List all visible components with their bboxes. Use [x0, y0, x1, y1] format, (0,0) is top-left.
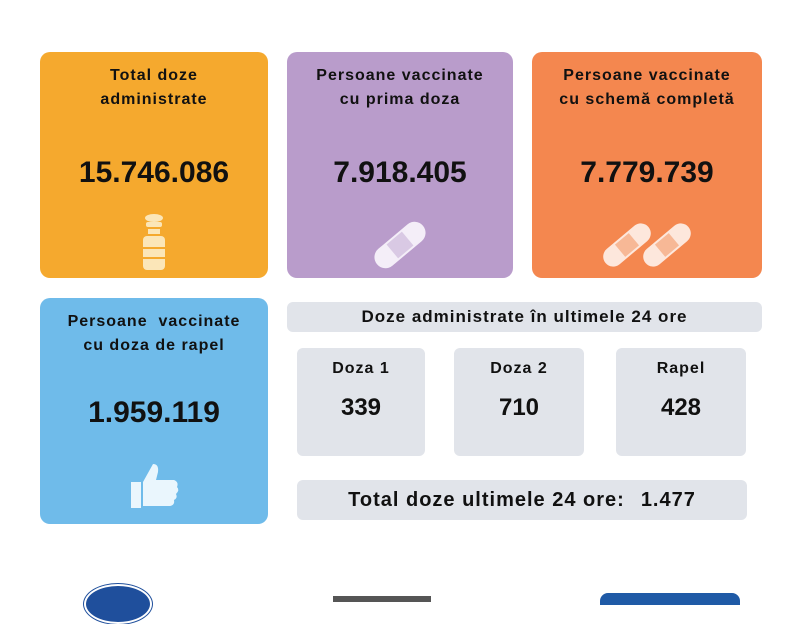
dose-value: 710	[498, 394, 540, 421]
dose-label: Doza 1	[332, 360, 390, 377]
dose-value: 428	[660, 394, 702, 421]
card-title: Total doze administrate	[40, 64, 268, 112]
title-line: Persoane vaccinate	[316, 67, 484, 84]
last-24h-booster: Rapel 428	[616, 348, 746, 456]
total-label: Total doze ultimele 24 ore:	[348, 489, 625, 511]
card-value: 7.779.739	[580, 156, 714, 189]
card-title: Persoane vaccinate cu doza de rapel	[40, 310, 268, 358]
last-24h-dose2: Doza 2 710	[454, 348, 584, 456]
right-logo	[600, 593, 740, 605]
card-complete-scheme: Persoane vaccinate cu schemă completă 7.7…	[532, 52, 762, 278]
dose-label: Rapel	[656, 360, 706, 377]
title-line: cu doza de rapel	[83, 337, 225, 354]
card-value: 15.746.086	[78, 156, 230, 189]
title-line: Total doze	[110, 67, 198, 84]
dose-value: 339	[340, 394, 382, 421]
last-24h-dose1: Doza 1 339	[297, 348, 425, 456]
center-logo	[333, 596, 431, 602]
government-seal-logo	[84, 584, 152, 624]
last-24h-total: Total doze ultimele 24 ore: 1.477	[297, 480, 747, 520]
thumbs-up-icon	[40, 460, 268, 510]
vaccine-vial-icon	[40, 212, 268, 272]
card-title: Persoane vaccinate cu schemă completă	[532, 64, 762, 112]
bandage-icon	[287, 218, 513, 272]
total-value: 1.477	[640, 489, 696, 511]
title-line: Persoane vaccinate	[67, 313, 241, 330]
card-value: 1.959.119	[88, 396, 220, 429]
title-line: cu schemă completă	[559, 91, 735, 108]
title-line: cu prima doza	[339, 91, 461, 108]
title-line: Persoane vaccinate	[563, 67, 731, 84]
dose-label: Doza 2	[490, 360, 548, 377]
card-total-doses: Total doze administrate 15.746.086	[40, 52, 268, 278]
title-line: administrate	[100, 91, 208, 108]
card-first-dose: Persoane vaccinate cu prima doza 7.918.40…	[287, 52, 513, 278]
double-bandage-icon	[532, 218, 762, 272]
card-title: Persoane vaccinate cu prima doza	[287, 64, 513, 112]
card-booster: Persoane vaccinate cu doza de rapel 1.959…	[40, 298, 268, 524]
last-24h-header: Doze administrate în ultimele 24 ore	[287, 302, 762, 332]
card-value: 7.918.405	[333, 156, 467, 189]
